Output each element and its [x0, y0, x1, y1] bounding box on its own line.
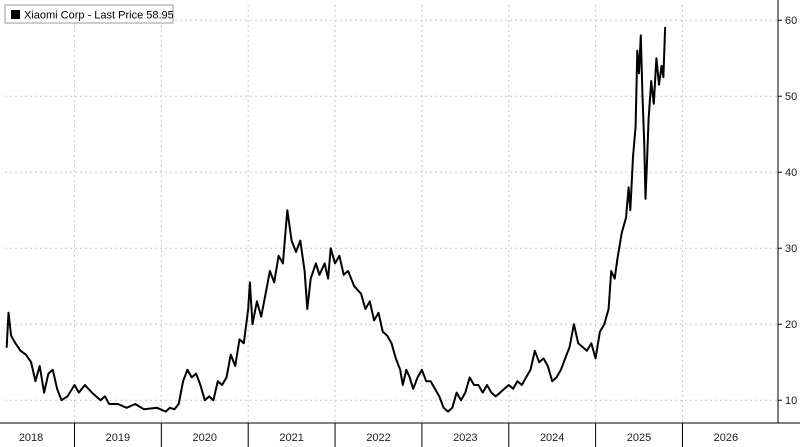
y-tick-label-50: 50	[785, 91, 797, 103]
y-tick-label-30: 30	[785, 243, 797, 255]
y-tick-label-60: 60	[785, 15, 797, 27]
x-tick-label-2018: 2018	[19, 432, 43, 444]
legend-swatch	[11, 10, 20, 19]
y-tick-label-40: 40	[785, 167, 797, 179]
x-tick-label-2023: 2023	[453, 432, 477, 444]
grid-layer	[5, 5, 778, 423]
x-tick-label-2024: 2024	[540, 432, 564, 444]
series-line-0	[5, 26, 667, 413]
legend-label: Xiaomi Corp - Last Price 58.95	[24, 10, 174, 22]
x-tick-label-2025: 2025	[627, 432, 651, 444]
x-tick-label-2022: 2022	[366, 432, 390, 444]
x-tick-label-2019: 2019	[106, 432, 130, 444]
y-tick-label-20: 20	[785, 319, 797, 331]
y-tick-label-10: 10	[785, 395, 797, 407]
legend-box	[4, 4, 174, 24]
x-tick-label-2026: 2026	[714, 432, 738, 444]
series-layer	[5, 26, 667, 413]
x-tick-label-2020: 2020	[193, 432, 217, 444]
legend: Xiaomi Corp - Last Price 58.95	[4, 4, 174, 24]
x-tick-label-2021: 2021	[279, 432, 303, 444]
